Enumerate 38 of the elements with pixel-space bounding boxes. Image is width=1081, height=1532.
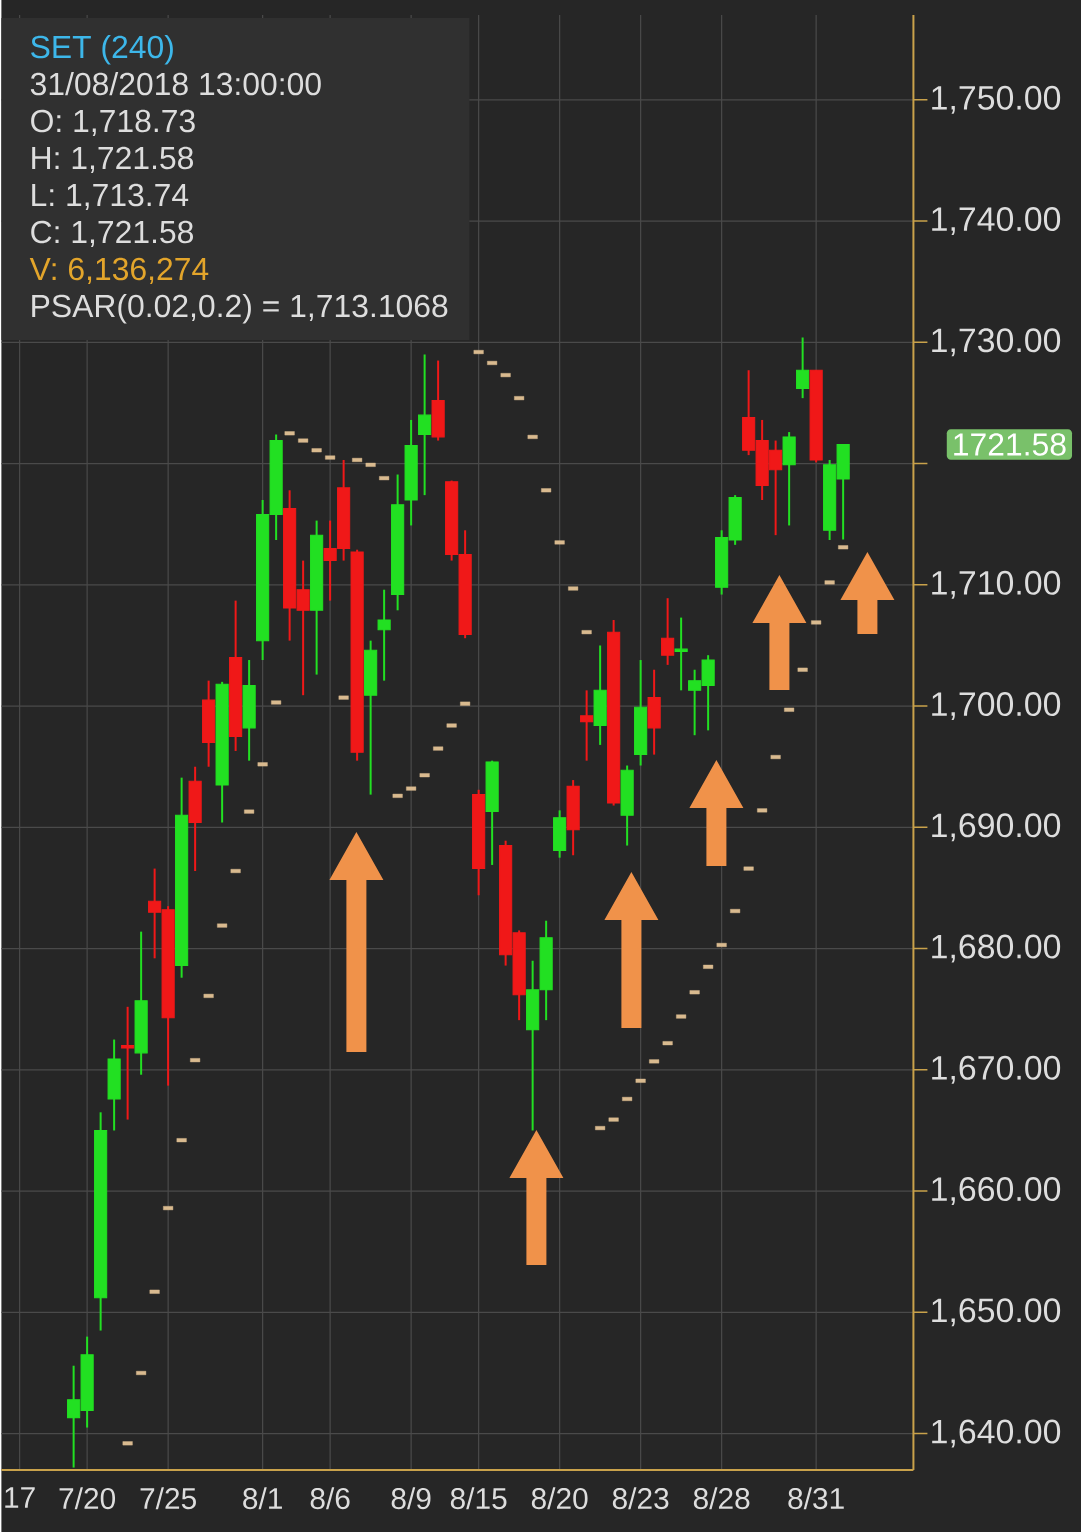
candlestick (579, 689, 594, 762)
annotation: L: 1,713.74 (32, 183, 188, 211)
candlestick (417, 353, 432, 497)
x-tick-label: 8/6 (310, 1487, 350, 1510)
y-tick-label: 1,680.00 (932, 934, 1060, 963)
candlestick (674, 616, 688, 692)
annotation: H: 1,721.58 (32, 146, 193, 174)
text: 1721.58 (954, 433, 1066, 456)
x-tick-label: 17 (5, 1487, 35, 1508)
y-tick-label: 1,730.00 (932, 328, 1060, 357)
candlestick (795, 336, 810, 400)
annotation: 31/08/2018 13:00:00 (30, 71, 321, 96)
x-tick-label: 8/1 (242, 1487, 282, 1510)
x-tick-label: 7/20 (59, 1487, 115, 1510)
y-tick-label: 1,650.00 (932, 1298, 1060, 1327)
y-tick-label: 1,670.00 (932, 1055, 1060, 1084)
annotation: V: 6,136,274 (29, 257, 209, 285)
x-tick-label: 8/9 (391, 1487, 431, 1510)
x-tick-label: 8/28 (693, 1487, 750, 1510)
candlestick (660, 597, 675, 666)
annotation: SET (240) (30, 34, 173, 65)
y-tick-label: 1,640.00 (932, 1419, 1060, 1448)
y-tick-label: 1,700.00 (932, 692, 1060, 721)
y-tick-label: 1,740.00 (932, 207, 1060, 236)
annotation: O: 1,718.73 (30, 109, 195, 137)
candlestick (120, 1005, 135, 1121)
y-tick-label: 1,750.00 (932, 85, 1060, 114)
y-tick-label: 1,710.00 (932, 570, 1060, 599)
candlestick (377, 588, 391, 682)
annotation: C: 1,721.58 (31, 220, 193, 248)
y-tick-label: 1,660.00 (932, 1177, 1060, 1206)
x-tick-label: 8/23 (612, 1487, 669, 1510)
y-tick-label: 1,690.00 (932, 813, 1060, 842)
x-tick-label: 7/25 (140, 1487, 196, 1510)
x-tick-label: 8/20 (531, 1487, 588, 1510)
x-tick-label: 8/31 (788, 1487, 844, 1510)
x-tick-label: 8/15 (450, 1487, 507, 1510)
annotation: PSAR(0.02,0.2) = 1,713.1068 (32, 293, 448, 324)
